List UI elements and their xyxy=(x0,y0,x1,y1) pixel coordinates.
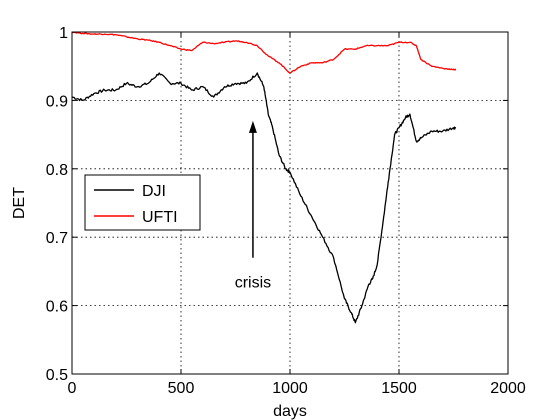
x-axis-label: days xyxy=(273,403,307,420)
x-tick-label: 500 xyxy=(168,380,195,397)
legend: DJI UFTI xyxy=(84,174,201,231)
y-tick-label: 0.9 xyxy=(46,93,68,110)
x-tick-label: 1500 xyxy=(381,380,417,397)
tick-layer: 0 500 1000 1500 2000 0.5 0.6 0.7 0.8 0.9 1 xyxy=(46,25,526,397)
annotation-arrow-head xyxy=(248,120,257,133)
series-layer xyxy=(71,31,457,324)
y-tick-label: 0.5 xyxy=(46,367,68,384)
y-tick-label: 0.7 xyxy=(46,230,68,247)
x-tick-label: 2000 xyxy=(490,380,526,397)
series-line-ufti xyxy=(71,31,457,74)
legend-label-ufti: UFTI xyxy=(142,209,178,226)
y-tick-label: 0.8 xyxy=(46,162,68,179)
legend-label-dji: DJI xyxy=(142,183,166,200)
series-line-dji xyxy=(71,72,457,324)
y-axis-label: DET xyxy=(11,187,28,219)
annotation-crisis: crisis xyxy=(235,120,271,291)
x-tick-label: 0 xyxy=(68,380,77,397)
legend-box xyxy=(84,174,201,231)
y-tick-label: 1 xyxy=(59,25,68,42)
y-tick-label: 0.6 xyxy=(46,299,68,316)
x-tick-label: 1000 xyxy=(272,380,308,397)
annotation-label: crisis xyxy=(235,274,271,291)
